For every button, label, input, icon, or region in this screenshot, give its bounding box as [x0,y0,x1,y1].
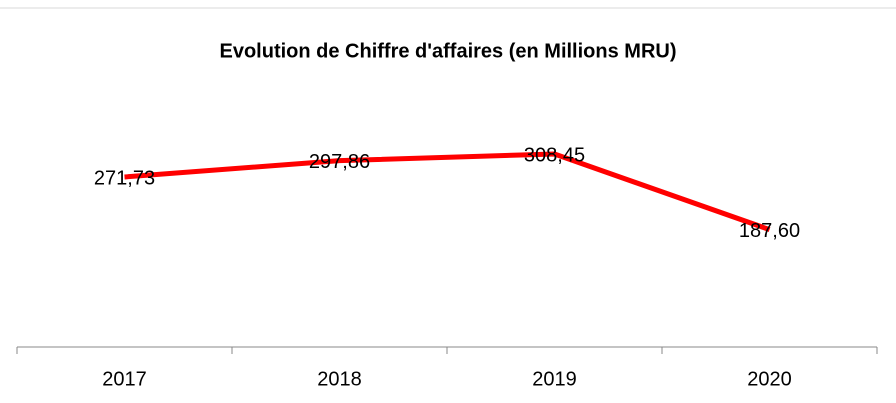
chart-title: Evolution de Chiffre d'affaires (en Mill… [219,40,676,62]
data-label: 187,60 [739,220,800,242]
x-tick-label: 2017 [102,368,147,390]
line [124,151,771,232]
data-label: 271,73 [94,167,155,189]
x-tick-label: 2020 [747,368,792,390]
data-label: 297,86 [309,151,370,173]
data-label: 308,45 [524,144,585,166]
x-tick-label: 2018 [317,368,362,390]
x-tick-label: 2019 [532,368,577,390]
